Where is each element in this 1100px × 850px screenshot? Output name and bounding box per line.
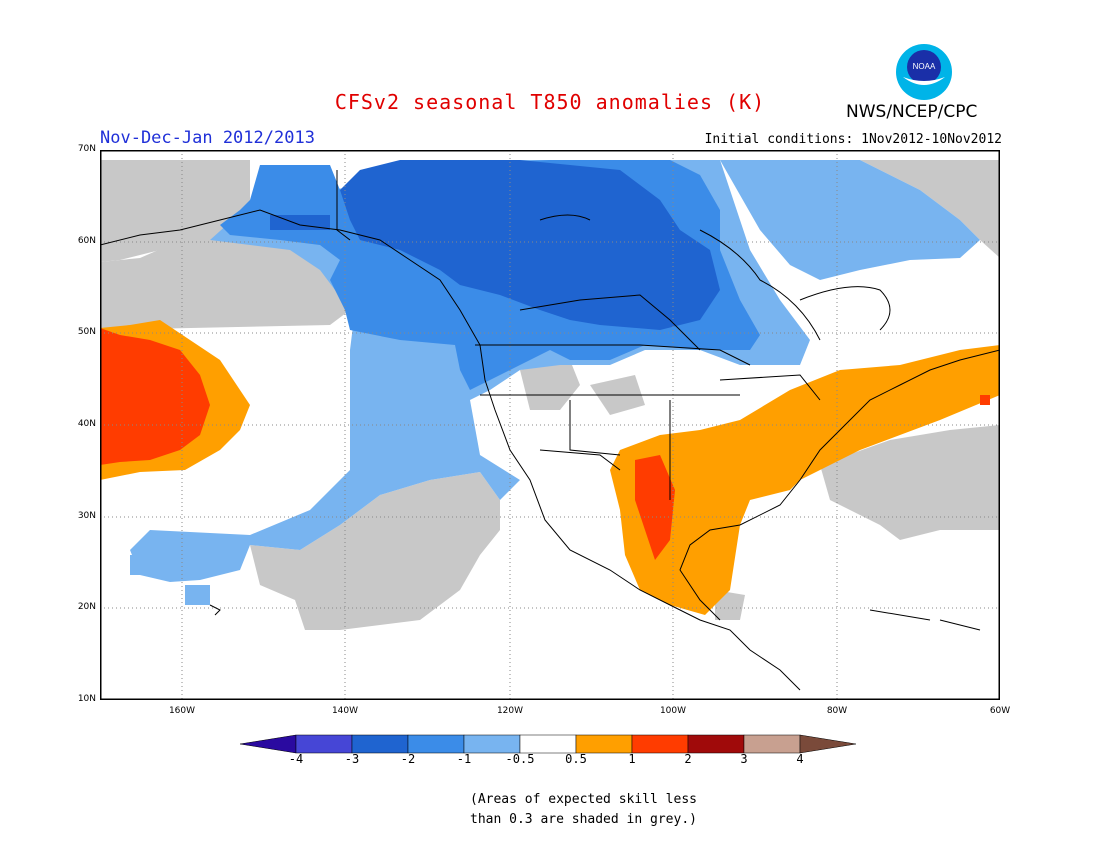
season-label: Nov-Dec-Jan 2012/2013 [100,128,315,148]
colorbar-tick-label: 4 [796,752,804,766]
lat-label: 30N [77,511,96,521]
map-title: CFSv2 seasonal T850 anomalies (K) [334,90,766,114]
lat-label: 20N [77,602,96,612]
noaa-logo-icon: NOAA [896,44,952,100]
color-bar [240,734,857,754]
colorbar-tick-label: 2 [684,752,692,766]
coastlines [100,170,1000,691]
colorbar-cell [463,734,521,754]
footnote-line-2: than 0.3 are shaded in grey.) [470,812,697,827]
colorbar-tick-label: -3 [344,752,360,766]
colorbar-cell [687,734,745,754]
colorbar-cell [743,734,801,754]
anomaly-map [100,150,1000,700]
colorbar-tick-label: 1 [628,752,636,766]
colorbar-cell [519,734,577,754]
lat-label: 50N [77,327,96,337]
colorbar-tick-label: -0.5 [505,752,535,766]
colorbar-tick-label: -1 [456,752,472,766]
initial-conditions: Initial conditions: 1Nov2012-10Nov2012 [704,132,1002,147]
lat-label: 10N [77,694,96,704]
colorbar-arrow-right [799,734,857,754]
lat-label: 70N [77,144,96,154]
colorbar-tick-label: -4 [288,752,304,766]
lon-label: 100W [659,706,687,716]
agency-label: NWS/NCEP/CPC [846,102,978,122]
strong-negative-anomaly [270,160,720,330]
colorbar-arrow-left [240,734,297,754]
lon-label: 80W [826,706,848,716]
lon-label: 120W [496,706,524,716]
footnote-line-1: (Areas of expected skill less [470,792,697,807]
colorbar-cell [295,734,353,754]
lon-label: 160W [168,706,196,716]
colorbar-cell [631,734,689,754]
colorbar-cell [351,734,409,754]
colorbar-tick-label: 0.5 [565,752,587,766]
lon-label: 140W [331,706,359,716]
colorbar-tick-label: -2 [400,752,416,766]
svg-text:NOAA: NOAA [913,62,936,71]
lon-label: 60W [989,706,1011,716]
lat-label: 40N [77,419,96,429]
colorbar-cell [575,734,633,754]
colorbar-tick-label: 3 [740,752,748,766]
lat-label: 60N [77,236,96,246]
colorbar-cell [407,734,465,754]
